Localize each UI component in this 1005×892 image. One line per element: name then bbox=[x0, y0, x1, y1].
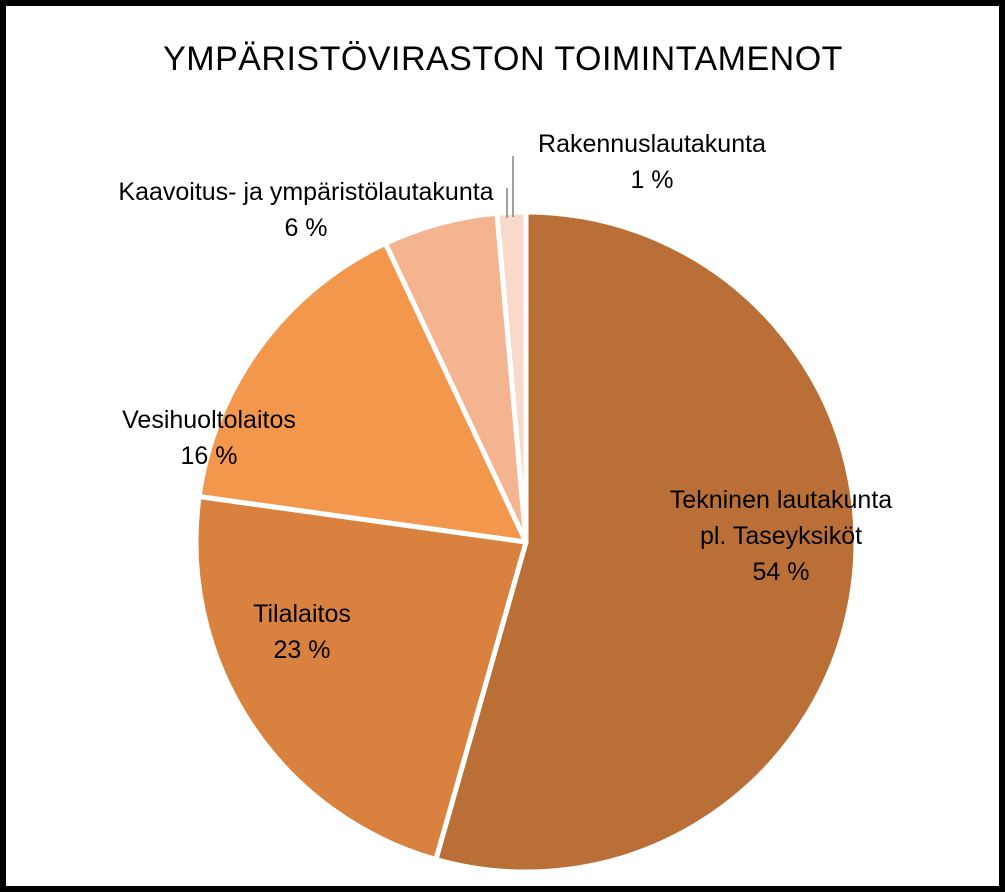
slice-label-kaavoitus: Kaavoitus- ja ympäristölautakunta bbox=[118, 178, 493, 206]
slice-tekninen bbox=[433, 209, 859, 875]
slice-value-vesihuoltolaitos: 16 % bbox=[181, 442, 238, 470]
slice-tilalaitos bbox=[193, 494, 529, 862]
pie-chart: YMPÄRISTÖVIRASTON TOIMINTAMENOT Tekninen… bbox=[118, 40, 892, 875]
slice-value-tilalaitos: 23 % bbox=[274, 636, 331, 664]
slice-label-vesihuoltolaitos: Vesihuoltolaitos bbox=[122, 406, 296, 434]
chart-title: YMPÄRISTÖVIRASTON TOIMINTAMENOT bbox=[163, 40, 843, 78]
slice-vesihuoltolaitos bbox=[196, 240, 529, 545]
slice-rakennus bbox=[494, 209, 529, 545]
slice-label-tilalaitos: Tilalaitos bbox=[253, 600, 351, 628]
slice-label-tekninen-line2: pl. Taseyksiköt bbox=[700, 522, 862, 550]
slice-label-rakennus: Rakennuslautakunta bbox=[538, 130, 766, 158]
slice-value-rakennus: 1 % bbox=[630, 166, 673, 194]
slice-value-kaavoitus: 6 % bbox=[284, 214, 327, 242]
slice-label-tekninen-line1: Tekninen lautakunta bbox=[670, 486, 892, 514]
slice-value-tekninen: 54 % bbox=[753, 558, 810, 586]
pie-slices bbox=[193, 209, 859, 875]
